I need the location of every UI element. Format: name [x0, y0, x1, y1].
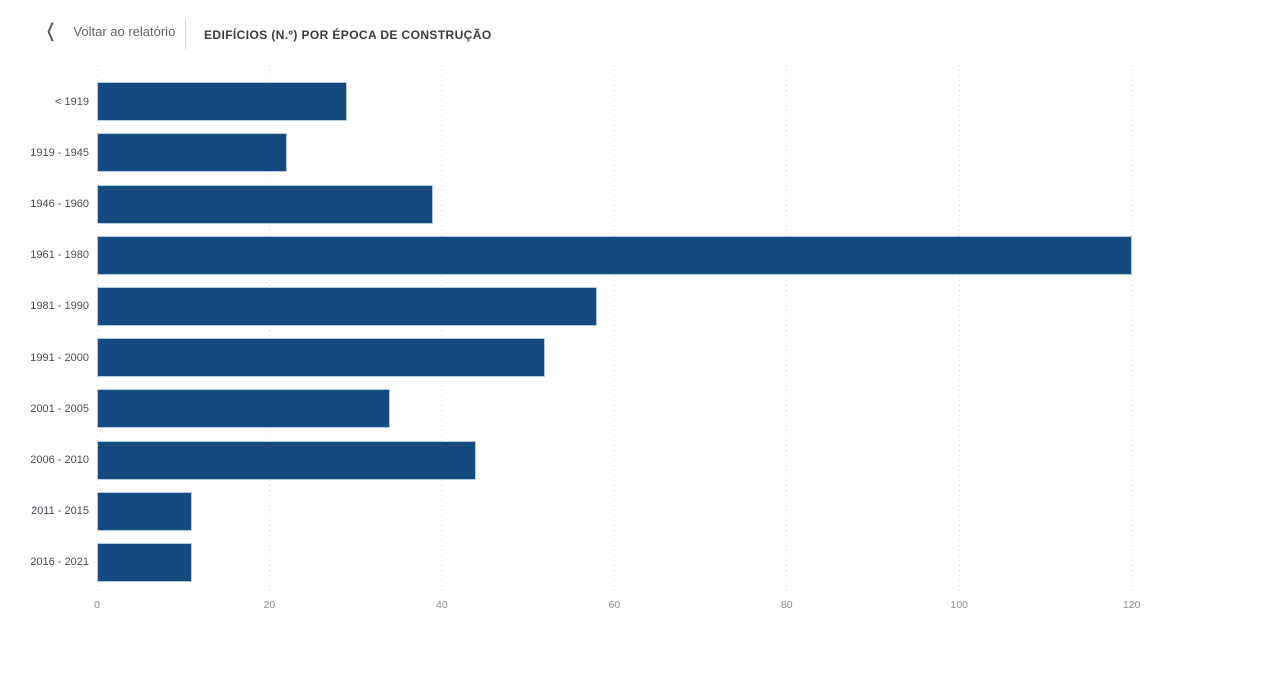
bar-1946-1960[interactable] — [97, 184, 434, 224]
x-axis-tick-label: 100 — [950, 599, 969, 611]
focus-mode-header: ❬ Voltar ao relatório EDIFÍCIOS (N.º) PO… — [0, 0, 1280, 56]
x-axis-tick-label: 0 — [94, 599, 100, 611]
header-divider — [185, 19, 186, 49]
bar-2001-2005[interactable] — [97, 389, 391, 429]
x-gridline — [1131, 65, 1133, 592]
category-label: 2001 - 2005 — [30, 402, 89, 415]
x-gridline — [441, 65, 443, 592]
bar-1961-1980[interactable] — [97, 235, 1132, 275]
category-label: 2011 - 2015 — [31, 505, 89, 518]
x-gridline — [268, 65, 270, 592]
category-label: 1919 - 1945 — [30, 146, 89, 159]
back-to-report-button[interactable]: ❬ Voltar ao relatório — [44, 21, 176, 42]
chevron-left-icon: ❬ — [44, 21, 58, 42]
category-label: 1991 - 2000 — [30, 351, 89, 364]
chart-title: EDIFÍCIOS (N.º) POR ÉPOCA DE CONSTRUÇÃO — [204, 28, 492, 42]
bar-1991-2000[interactable] — [97, 338, 546, 378]
category-label: 2016 - 2021 — [30, 556, 89, 569]
x-axis-tick-label: 60 — [608, 599, 621, 611]
x-axis-tick-label: 120 — [1122, 599, 1141, 611]
x-axis-tick-label: 20 — [263, 599, 276, 611]
bar-2016-2021[interactable] — [97, 542, 192, 582]
category-label: 1981 - 1990 — [30, 300, 89, 313]
x-axis-tick-label: 40 — [436, 599, 448, 611]
back-to-report-label: Voltar ao relatório — [73, 24, 176, 39]
x-gridline — [613, 65, 615, 592]
bar-2011-2015[interactable] — [97, 491, 192, 531]
bar-2006-2010[interactable] — [97, 440, 477, 480]
category-label: 1961 - 1980 — [30, 249, 89, 262]
x-gridline — [786, 65, 788, 592]
bar-1981-1990[interactable] — [97, 286, 598, 326]
category-label: 1946 - 1960 — [30, 198, 89, 210]
category-label: 2006 - 2010 — [30, 454, 89, 466]
x-axis-tick-label: 80 — [780, 599, 793, 611]
bar-1919-1945[interactable] — [97, 133, 287, 173]
x-gridline — [96, 65, 98, 592]
bar-<1919[interactable] — [97, 82, 348, 122]
x-gridline — [958, 65, 960, 592]
category-label: < 1919 — [55, 95, 89, 108]
